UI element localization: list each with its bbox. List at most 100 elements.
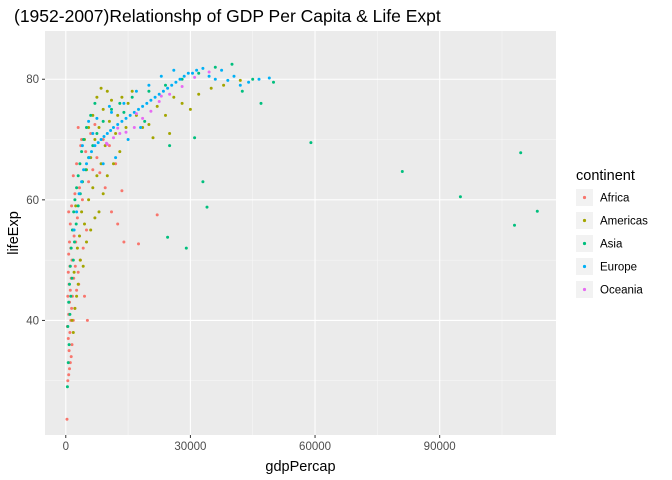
data-point-africa: [81, 246, 85, 250]
data-point-asia: [73, 240, 76, 244]
data-point-europe: [159, 74, 163, 78]
data-point-europe: [267, 76, 271, 80]
data-point-americas: [209, 86, 213, 90]
legend-key-africa: [582, 195, 587, 200]
data-point-europe: [153, 95, 157, 99]
data-point-europe: [82, 168, 86, 172]
legend-key-oceania: [582, 287, 587, 292]
data-point-europe: [195, 68, 199, 72]
legend-label-americas: Americas: [600, 216, 648, 228]
data-point-europe: [191, 71, 194, 75]
data-point-americas: [70, 318, 74, 322]
data-point-asia: [458, 195, 462, 199]
data-point-americas: [188, 107, 192, 111]
data-point-africa: [67, 210, 71, 214]
data-point-europe: [122, 101, 126, 105]
data-point-asia: [122, 110, 126, 114]
data-point-americas: [73, 306, 77, 310]
data-point-africa: [80, 198, 84, 202]
x-axis-ticks: 0 30000 60000 90000: [63, 435, 456, 453]
data-point-africa: [66, 337, 70, 340]
data-point-asia: [118, 101, 122, 105]
data-point-europe: [80, 180, 84, 184]
data-point-europe: [109, 129, 113, 132]
data-point-americas: [75, 246, 79, 250]
data-point-asia: [76, 174, 80, 178]
data-point-asia: [91, 144, 95, 148]
data-point-americas: [91, 113, 95, 117]
x-tick-label: 60000: [299, 441, 331, 453]
legend-key-europe: [582, 264, 587, 269]
data-point-asia: [168, 144, 172, 148]
data-point-americas: [107, 119, 111, 123]
data-point-africa: [68, 240, 71, 244]
data-point-asia: [213, 65, 217, 69]
legend-key-americas: [582, 218, 587, 223]
data-point-oceania: [141, 116, 145, 120]
data-point-americas: [151, 136, 155, 140]
data-point-europe: [93, 144, 97, 148]
data-point-americas: [168, 132, 172, 135]
data-point-oceania: [105, 141, 108, 145]
data-point-africa: [87, 180, 91, 184]
data-point-europe: [99, 138, 103, 141]
data-point-americas: [124, 126, 128, 129]
data-point-americas: [120, 95, 124, 99]
data-point-americas: [105, 89, 109, 93]
data-point-europe: [128, 113, 132, 117]
data-point-americas: [197, 92, 201, 96]
data-point-oceania: [134, 112, 138, 116]
data-point-europe: [116, 123, 120, 126]
data-point-asia: [68, 312, 72, 316]
data-point-africa: [78, 186, 81, 190]
data-point-africa: [155, 213, 159, 217]
data-point-oceania: [112, 136, 115, 140]
data-point-oceania: [168, 92, 172, 96]
data-point-asia: [272, 80, 275, 84]
data-point-europe: [201, 66, 205, 70]
data-point-europe: [170, 83, 174, 87]
data-point-europe: [72, 228, 76, 232]
data-point-europe: [134, 89, 138, 93]
data-point-asia: [93, 101, 97, 105]
data-point-asia: [230, 62, 234, 66]
data-point-africa: [67, 252, 71, 256]
data-point-africa: [75, 162, 79, 166]
data-point-europe: [80, 144, 84, 148]
legend-label-europe: Europe: [600, 262, 637, 274]
data-point-africa: [85, 318, 89, 322]
minor-gridlines: [45, 31, 556, 435]
plot-panel: [45, 31, 556, 435]
data-point-americas: [87, 198, 91, 202]
data-point-africa: [103, 186, 107, 190]
data-point-africa: [85, 228, 88, 232]
data-point-africa: [76, 126, 80, 129]
data-point-asia: [78, 162, 82, 166]
data-point-africa: [68, 367, 71, 371]
data-point-asia: [72, 210, 76, 214]
data-point-asia: [309, 141, 313, 145]
data-point-europe: [77, 192, 81, 196]
data-point-africa: [89, 132, 93, 135]
data-point-americas: [97, 126, 101, 129]
data-point-africa: [67, 373, 71, 377]
data-point-americas: [89, 228, 93, 232]
data-point-americas: [93, 138, 97, 141]
data-point-americas: [118, 150, 122, 154]
data-point-africa: [101, 138, 105, 141]
data-point-africa: [68, 222, 72, 226]
data-point-americas: [101, 107, 105, 111]
data-point-asia: [180, 77, 184, 81]
data-point-asia: [69, 294, 73, 298]
data-point-africa: [137, 242, 140, 246]
data-point-europe: [182, 74, 186, 78]
data-point-oceania: [116, 126, 120, 130]
data-point-asia: [82, 138, 86, 141]
data-point-europe: [157, 92, 161, 96]
data-point-americas: [172, 95, 176, 99]
data-point-americas: [74, 204, 78, 208]
data-point-africa: [91, 168, 95, 172]
data-point-americas: [99, 86, 103, 90]
data-point-asia: [130, 95, 134, 99]
